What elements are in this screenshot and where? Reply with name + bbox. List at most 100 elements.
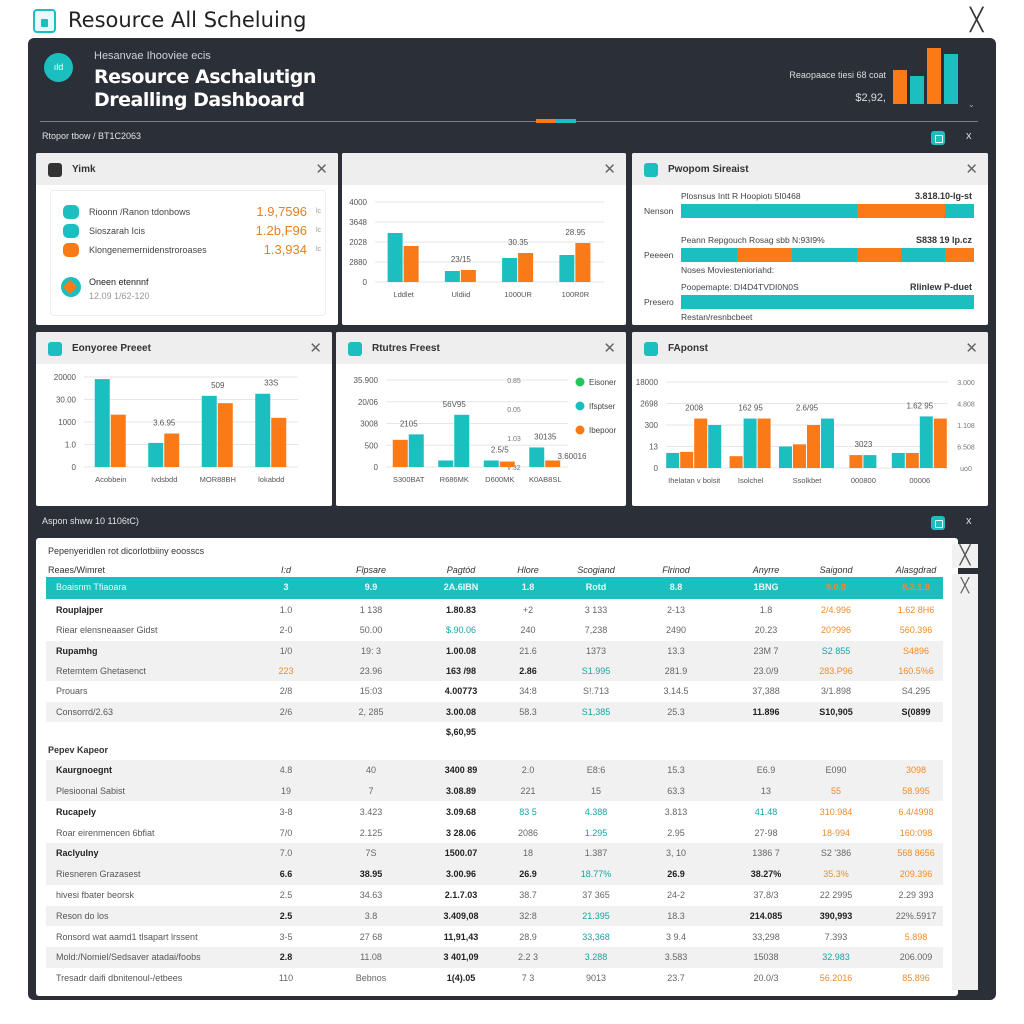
bar-orange[interactable] xyxy=(694,418,708,468)
row-name: Mold:/Nomiel/Sedsaver atadai/foobs xyxy=(56,952,201,963)
bar-teal[interactable] xyxy=(743,418,757,468)
data-label: 2008 xyxy=(685,404,703,413)
bar-orange[interactable] xyxy=(499,461,515,467)
summary-item[interactable]: Sioszarah Icis 1.2b,F96 lc xyxy=(63,223,321,240)
bar-teal[interactable] xyxy=(148,442,164,467)
bar-teal[interactable] xyxy=(708,425,722,468)
bar-teal[interactable] xyxy=(502,258,518,282)
table-close-button[interactable]: ╳ xyxy=(952,544,978,568)
cell: 9013 xyxy=(585,973,607,984)
table-row[interactable]: Rucapely 3-8 3.423 3.09.68 83 5 4.388 3.813 41.… xyxy=(46,802,943,823)
bar-teal[interactable] xyxy=(438,460,454,467)
legend-label[interactable]: Ifsptser xyxy=(589,402,616,411)
bar-teal[interactable] xyxy=(201,395,217,467)
cell: 20.0/3 xyxy=(753,973,779,984)
table-row[interactable]: Mold:/Nomiel/Sedsaver atadai/foobs 2.8 11.… xyxy=(46,947,943,968)
bar-orange[interactable] xyxy=(217,403,233,467)
bar-orange[interactable] xyxy=(110,414,126,467)
legend-label[interactable]: Ibepoor xyxy=(589,426,616,435)
bar-teal[interactable] xyxy=(529,447,545,467)
bar-teal[interactable] xyxy=(821,418,834,468)
panel-close-button[interactable]: ✕ xyxy=(309,340,322,357)
bar-orange[interactable] xyxy=(680,451,694,468)
bar-orange[interactable] xyxy=(729,456,743,468)
bar-teal[interactable] xyxy=(863,455,877,468)
cell: 6.6 xyxy=(279,869,293,880)
bar-orange[interactable] xyxy=(905,452,919,468)
cell: 18 xyxy=(522,848,533,859)
data-label: 23/15 xyxy=(451,255,472,264)
table-row[interactable]: Tresadr daifi dbnitenoul-/etbees 110 Bebno… xyxy=(46,968,943,989)
cell: 58.3 xyxy=(519,706,537,717)
table-row[interactable]: Riesneren Grazasest 6.6 38.95 3.00.96 26.9 18… xyxy=(46,864,943,885)
bar-teal[interactable] xyxy=(387,233,403,282)
bar-teal[interactable] xyxy=(94,379,110,467)
bar-teal[interactable] xyxy=(666,452,680,468)
panel-close-button[interactable]: ✕ xyxy=(965,340,978,357)
table-row-close-button[interactable]: ╳ xyxy=(952,574,978,598)
bar-orange[interactable] xyxy=(933,418,947,468)
bar-orange[interactable] xyxy=(271,417,287,467)
bar-orange[interactable] xyxy=(403,246,419,282)
window-close-button[interactable]: ╳ xyxy=(970,7,984,32)
bar-teal[interactable] xyxy=(919,416,933,468)
app-icon xyxy=(33,9,56,33)
table-row[interactable]: Rupamhg 1/0 19: 3 1.00.08 21.6 1373 13.3 23M 7 S… xyxy=(46,640,943,662)
data-label: 3.6.95 xyxy=(153,419,176,428)
table-row[interactable]: Retemtem Ghetasenct 223 23.96 163 /98 2.86 S1… xyxy=(46,660,943,682)
table-row[interactable]: Roar eirenmencen 6bfiat 7/0 2.125 3 28.06 20… xyxy=(46,823,943,844)
bar-orange[interactable] xyxy=(164,433,180,467)
bar-teal[interactable] xyxy=(559,255,575,282)
bar-orange[interactable] xyxy=(518,253,534,282)
summary-item[interactable]: Rioonn /Ranon tdonbows 1.9,7596 lc xyxy=(63,204,321,221)
table-row[interactable]: Rouplajper 1.0 1 138 1.80.83 +2 3 133 2-13 1.8 2… xyxy=(46,600,943,621)
panel-close-button[interactable]: ✕ xyxy=(965,161,978,178)
y-tick-label: 3648 xyxy=(349,218,367,227)
table-row[interactable]: Ronsord wat aamd1 tlsapart lrssent 3-5 27 … xyxy=(46,927,943,948)
table-row[interactable]: Plesioonal Sabist 19 7 3.08.89 221 15 63.3 13 55… xyxy=(46,780,943,802)
table-row[interactable]: Prouars 2/8 15:03 4.00773 34:8 S!.713 3.14.5 37… xyxy=(46,681,943,702)
table-row[interactable]: Kaurgnoegnt 4.8 40 3400 89 2.0 E8:6 15.3 E6.9 E0… xyxy=(46,760,943,781)
cell: 41.48 xyxy=(754,806,778,817)
table-row[interactable]: Reson do los 2.5 3.8 3.409,08 32:8 21.395 18.3… xyxy=(46,905,943,927)
cell: 3 9.4 xyxy=(665,931,687,942)
panel-close-button[interactable]: ✕ xyxy=(603,161,616,178)
panel-close-button[interactable]: ✕ xyxy=(603,340,616,357)
bar-orange[interactable] xyxy=(757,418,771,468)
panel-close-button[interactable]: ✕ xyxy=(315,161,328,178)
table-row[interactable]: Consorrd/2.63 2/6 2, 285 3.00.08 58.3 S1,385 2… xyxy=(46,701,943,722)
bar-teal[interactable] xyxy=(891,452,905,468)
table-row[interactable]: Riear elensneaaser Gidst 2-0 50.00 $.90.06 2… xyxy=(46,620,943,641)
scrollbar-track[interactable] xyxy=(952,574,978,990)
summary-item[interactable]: Klongenemernidenstroroases 1.3,934 lc xyxy=(63,242,321,259)
subheader-settings-button[interactable] xyxy=(931,131,945,145)
chevron-down-icon[interactable]: ⌄ xyxy=(968,100,975,109)
table-row[interactable]: Raclyulny 7.0 7S 1500.07 18 1.387 3, 10 1386 7 S… xyxy=(46,843,943,864)
x-tick-label: 1000UR xyxy=(504,290,532,299)
cell: 63.3 xyxy=(667,785,685,796)
bar-orange[interactable] xyxy=(849,455,863,468)
bar-orange[interactable] xyxy=(545,460,561,467)
bar-orange[interactable] xyxy=(460,270,476,282)
bar-teal[interactable] xyxy=(779,446,792,469)
bar-orange[interactable] xyxy=(575,243,591,282)
table-row-selected[interactable]: Boaisnm Tfiaoara 3 9.9 2A.6IBN 1.8 Rotd 8.8 1BN… xyxy=(46,577,943,599)
bar-orange[interactable] xyxy=(807,425,820,468)
progress-segment xyxy=(944,248,974,262)
bar-teal[interactable] xyxy=(444,271,460,282)
bar-orange[interactable] xyxy=(793,444,806,468)
table-row[interactable]: hivesi fbater beorsk 2.5 34.63 2.1.7.03 38.7… xyxy=(46,885,943,906)
table-row[interactable]: $,60,95 xyxy=(46,722,943,743)
cell: S2 855 xyxy=(821,645,851,656)
legend-label[interactable]: Eisoner xyxy=(589,378,616,387)
bar-orange[interactable] xyxy=(392,439,408,467)
subheader-close-button[interactable]: x xyxy=(966,130,972,142)
summary-item-unit: lc xyxy=(315,227,321,234)
bar-teal[interactable] xyxy=(454,414,470,467)
table-section-close-button[interactable]: x xyxy=(966,515,972,527)
row-name: Rupamhg xyxy=(56,645,98,656)
table-settings-button[interactable] xyxy=(931,516,945,530)
bar-teal[interactable] xyxy=(408,434,424,467)
bar-teal[interactable] xyxy=(483,460,499,467)
bar-teal[interactable] xyxy=(255,393,271,467)
